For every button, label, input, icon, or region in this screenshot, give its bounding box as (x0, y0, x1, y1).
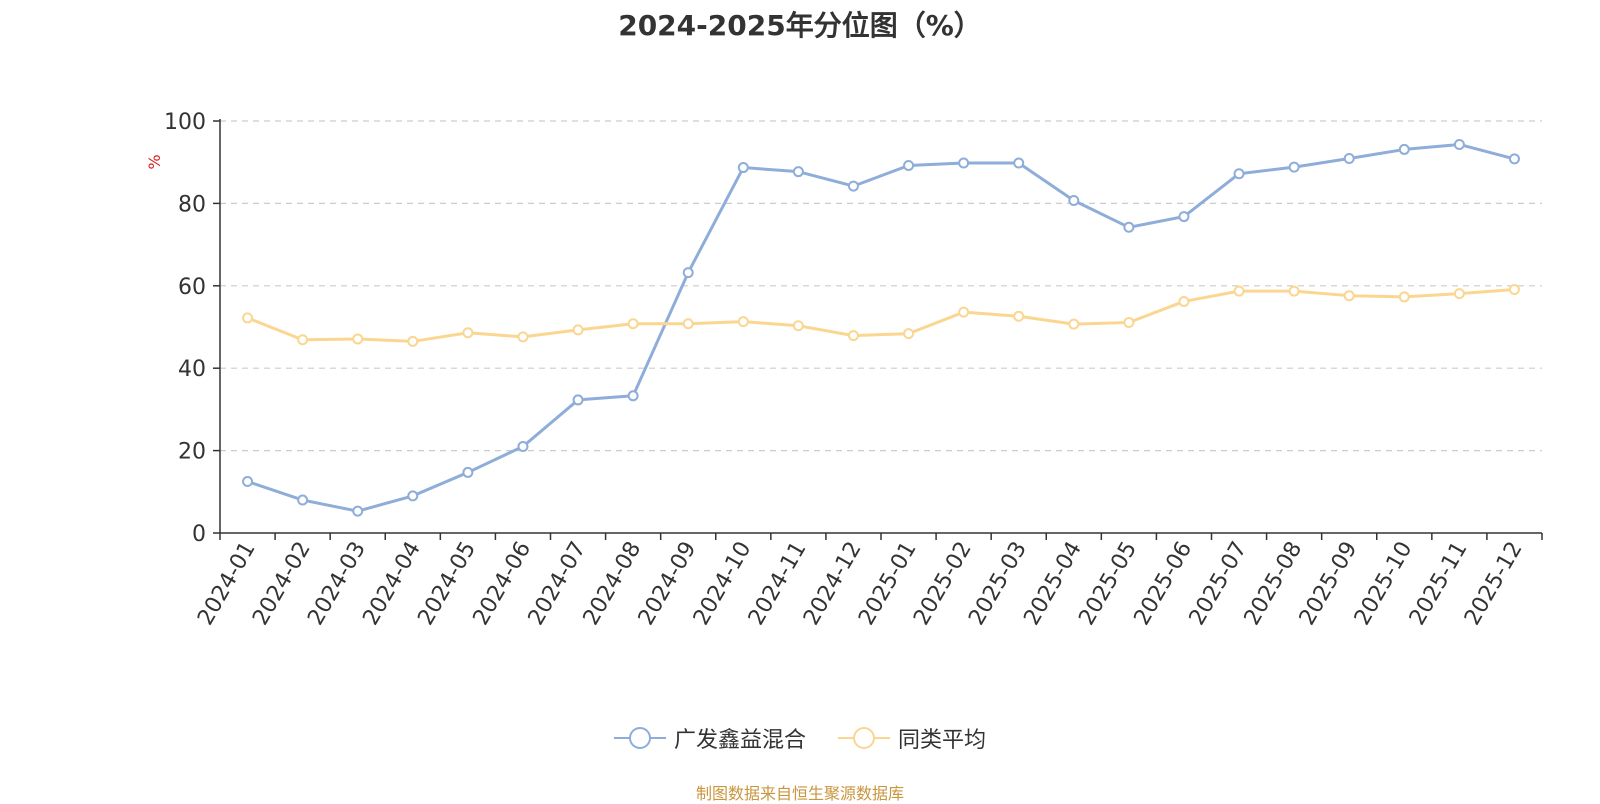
data-point (682, 267, 694, 279)
data-point (462, 466, 474, 478)
data-point (903, 328, 915, 340)
data-point (517, 440, 529, 452)
data-point (737, 316, 749, 328)
data-point (297, 334, 309, 346)
legend-average-label: 同类平均 (898, 728, 987, 753)
data-point (1343, 290, 1355, 302)
data-point (297, 494, 309, 506)
series-line (246, 288, 1515, 343)
data-point (1068, 195, 1080, 207)
series-0 (242, 138, 1520, 517)
data-point (407, 490, 419, 502)
y-tick-label: 80 (178, 192, 206, 217)
data-point (737, 162, 749, 174)
data-point (682, 318, 694, 330)
data-point (1288, 285, 1300, 297)
y-tick-label: 100 (164, 110, 206, 135)
series-layer (242, 138, 1520, 517)
data-point (958, 306, 970, 318)
data-point (352, 505, 364, 517)
data-point (462, 327, 474, 339)
data-point (1068, 318, 1080, 330)
legend-fund-label: 广发鑫益混合 (674, 728, 807, 753)
data-point (242, 476, 254, 487)
series-line (247, 142, 1515, 513)
data-point (1288, 161, 1300, 173)
data-point (958, 157, 970, 169)
data-point (1178, 211, 1190, 223)
data-point (1013, 157, 1025, 169)
data-point (517, 331, 529, 343)
data-point (903, 159, 915, 171)
data-point (572, 394, 584, 406)
data-point (572, 324, 584, 336)
y-tick-label: 20 (178, 440, 206, 465)
data-point (1123, 316, 1135, 328)
data-point (1398, 143, 1410, 155)
legend-average-icon (838, 725, 890, 751)
data-point (1343, 152, 1355, 164)
data-point (792, 166, 804, 178)
data-point (1453, 288, 1465, 300)
grid-lines (220, 120, 1542, 452)
data-point (1013, 310, 1025, 322)
data-point (407, 335, 419, 347)
legend-item-average[interactable]: 同类平均 (838, 722, 986, 754)
data-point (242, 312, 254, 324)
chart-title: 2024-2025年分位图（%） (618, 9, 982, 42)
data-point (352, 333, 364, 345)
data-point (847, 180, 859, 192)
y-tick-label: 40 (178, 357, 206, 382)
data-point (1508, 153, 1520, 165)
source-note: 制图数据来自恒生聚源数据库 (695, 784, 904, 803)
legend-item-fund[interactable]: 广发鑫益混合 (614, 722, 806, 754)
y-axis-label: % (145, 154, 164, 169)
data-point (1398, 291, 1410, 303)
series-1 (242, 284, 1520, 347)
data-point (1233, 168, 1245, 180)
data-point (1123, 221, 1135, 233)
data-point (1453, 138, 1465, 150)
data-point (627, 318, 639, 330)
legend-fund-icon (614, 725, 666, 751)
data-point (847, 330, 859, 342)
y-tick-label: 0 (192, 522, 206, 547)
data-point (1178, 295, 1190, 307)
data-point (1508, 284, 1520, 296)
data-point (792, 320, 804, 332)
data-point (1233, 285, 1245, 297)
data-point (627, 390, 639, 402)
y-tick-label: 60 (178, 275, 206, 300)
